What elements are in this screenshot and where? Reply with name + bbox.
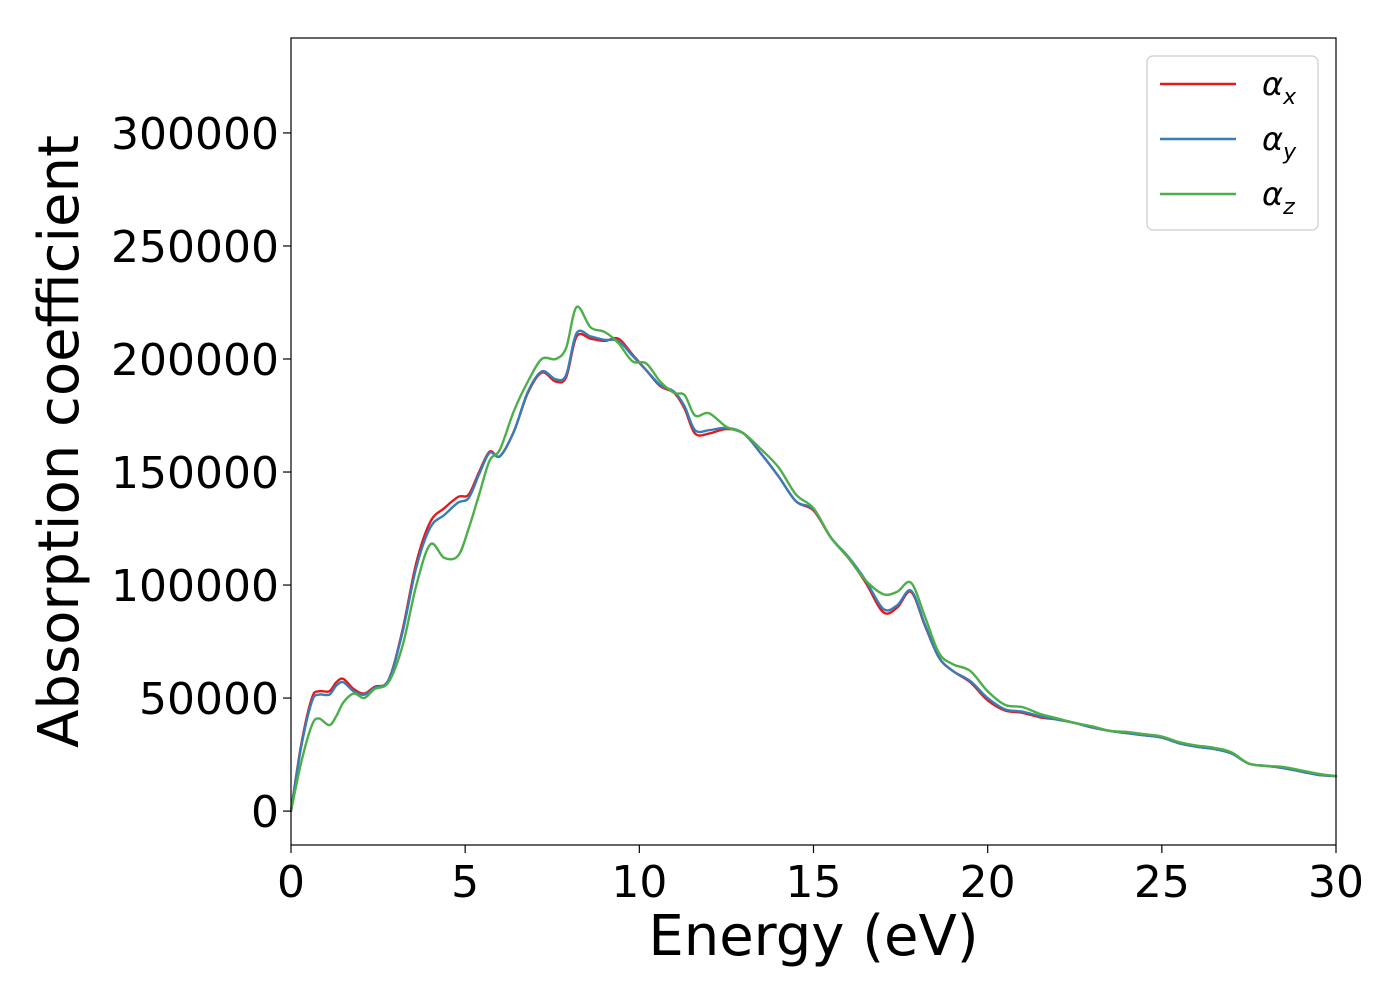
legend-label-base: α <box>1262 65 1283 103</box>
x-tick-label: 20 <box>960 857 1016 908</box>
x-tick-label: 25 <box>1134 857 1190 908</box>
legend-label-base: α <box>1262 120 1283 158</box>
x-tick-label: 30 <box>1308 857 1364 908</box>
x-tick-label: 15 <box>786 857 842 908</box>
y-tick-label: 0 <box>251 787 279 838</box>
legend-label-x: αx <box>1262 65 1297 110</box>
legend-label-y: αy <box>1262 120 1297 165</box>
y-tick-label: 50000 <box>139 674 279 725</box>
y-tick-label: 300000 <box>111 109 279 160</box>
legend-label-subscript: z <box>1282 195 1295 220</box>
legend-box <box>1146 55 1319 231</box>
x-axis: 0 5 10 15 20 25 30 <box>277 845 1364 908</box>
y-tick-label: 200000 <box>111 335 279 386</box>
y-axis-title: Absorption coefficient <box>27 135 92 748</box>
y-tick-label: 150000 <box>111 448 279 499</box>
x-tick-label: 0 <box>277 857 305 908</box>
legend-label-subscript: x <box>1282 85 1297 110</box>
legend-label-base: α <box>1262 175 1283 213</box>
series-layer <box>289 305 1338 813</box>
x-tick-label: 5 <box>451 857 479 908</box>
series-line-z <box>289 305 1338 813</box>
x-tick-label: 10 <box>611 857 667 908</box>
x-axis-title: Energy (eV) <box>648 904 978 969</box>
legend-label-subscript: y <box>1282 140 1297 165</box>
legend-label-z: αz <box>1262 175 1295 220</box>
y-tick-label: 250000 <box>111 222 279 273</box>
y-axis: 0 50000 100000 150000 200000 250000 300000 <box>111 109 291 838</box>
y-tick-label: 100000 <box>111 561 279 612</box>
